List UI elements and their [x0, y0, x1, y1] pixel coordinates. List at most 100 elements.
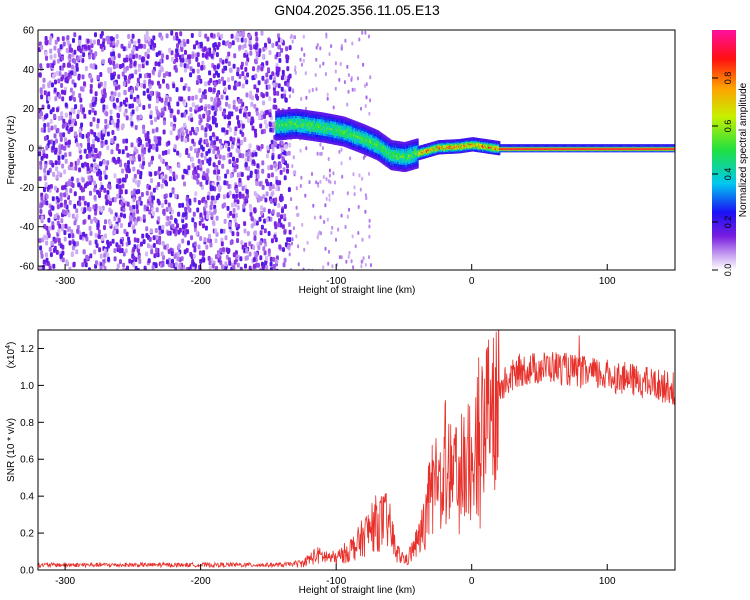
heatmap-cell [149, 228, 153, 234]
heatmap-cell [217, 149, 220, 155]
heatmap-cell [52, 171, 56, 177]
heatmap-cell [248, 33, 251, 39]
heatmap-cell [72, 261, 76, 267]
heatmap-cell [234, 126, 238, 132]
heatmap-cell [255, 181, 259, 187]
heatmap-cell [347, 73, 350, 78]
heatmap-cell [87, 214, 91, 220]
heatmap-cell [199, 212, 203, 218]
heatmap-cell [78, 93, 82, 99]
heatmap-cell [183, 249, 187, 255]
heatmap-cell [251, 152, 255, 158]
heatmap-cell [52, 140, 56, 146]
heatmap-cell [347, 254, 350, 259]
heatmap-cell [96, 118, 100, 124]
heatmap-cell [75, 142, 79, 147]
heatmap-cell [226, 205, 230, 211]
heatmap-cell [180, 42, 184, 48]
heatmap-cell [246, 231, 250, 237]
heatmap-cell [47, 91, 51, 97]
heatmap-cell [38, 151, 42, 157]
heatmap-cell [222, 228, 226, 234]
heatmap-cell [162, 208, 166, 214]
heatmap-cell [230, 33, 234, 39]
heatmap-cell [56, 58, 60, 64]
heatmap-cell [132, 212, 136, 218]
heatmap-cell [203, 89, 207, 95]
heatmap-cell [189, 66, 193, 72]
heatmap-cell [212, 87, 216, 93]
heatmap-cell [127, 34, 131, 39]
heatmap-cell [115, 229, 119, 235]
heatmap-cell [45, 40, 49, 46]
heatmap-cell [106, 131, 110, 137]
heatmap-cell [275, 259, 279, 264]
heatmap-cell [40, 127, 44, 133]
heatmap-cell [164, 97, 168, 103]
heatmap-cell [44, 51, 48, 57]
heatmap-cell [205, 244, 209, 250]
heatmap-cell [294, 65, 297, 70]
heatmap-cell [44, 135, 47, 141]
heatmap-cell [210, 200, 214, 206]
heatmap-cell [88, 240, 92, 246]
heatmap-cell [266, 145, 270, 151]
heatmap-cell [260, 224, 264, 230]
heatmap-cell [51, 224, 55, 230]
heatmap-cell [45, 200, 49, 206]
heatmap-cell [93, 153, 97, 159]
heatmap-cell [256, 87, 259, 93]
heatmap-cell [232, 252, 236, 258]
heatmap-cell [101, 261, 105, 267]
heatmap-cell [57, 78, 61, 84]
heatmap-cell [39, 265, 43, 270]
heatmap-cell [67, 165, 71, 171]
heatmap-cell [241, 193, 245, 199]
heatmap-cell [216, 102, 220, 108]
heatmap-cell [112, 102, 116, 108]
heatmap-cell [104, 219, 107, 225]
heatmap-cell [353, 185, 356, 190]
heatmap-cell [163, 106, 167, 112]
heatmap-cell [249, 207, 253, 213]
heatmap-cell [301, 222, 304, 227]
heatmap-cell [288, 229, 292, 235]
heatmap-cell [147, 103, 151, 109]
heatmap-cell [188, 198, 192, 204]
heatmap-cell [213, 64, 217, 70]
heatmap-cell [267, 165, 271, 171]
heatmap-cell [235, 254, 239, 260]
heatmap-cell [247, 118, 251, 123]
heatmap-cell [110, 138, 114, 144]
heatmap-cell [103, 187, 107, 193]
heatmap-cell [215, 122, 218, 128]
heatmap-cell [217, 160, 221, 166]
heatmap-cell [76, 177, 80, 183]
heatmap-cell [109, 115, 113, 121]
heatmap-cell [367, 34, 370, 39]
heatmap-cell [59, 196, 63, 202]
heatmap-cell [40, 202, 44, 208]
heatmap-cell [55, 166, 59, 172]
heatmap-cell [158, 166, 162, 172]
heatmap-cell [261, 75, 265, 81]
heatmap-cell [248, 39, 252, 45]
heatmap-cell [81, 58, 85, 63]
heatmap-cell [142, 214, 146, 220]
heatmap-cell [196, 68, 200, 74]
heatmap-cell [53, 53, 57, 59]
heatmap-cell [169, 207, 173, 212]
heatmap-cell [199, 41, 203, 47]
heatmap-cell [197, 147, 201, 153]
heatmap-cell [157, 182, 161, 187]
heatmap-cell [61, 154, 65, 160]
heatmap-cell [279, 169, 283, 175]
heatmap-cell [109, 209, 113, 215]
heatmap-cell [142, 160, 146, 166]
heatmap-cell [416, 143, 419, 146]
heatmap-cell [76, 241, 79, 247]
heatmap-cell [300, 175, 303, 180]
heatmap-cell [325, 196, 328, 201]
heatmap-cell [258, 216, 262, 222]
heatmap-cell [267, 84, 271, 90]
